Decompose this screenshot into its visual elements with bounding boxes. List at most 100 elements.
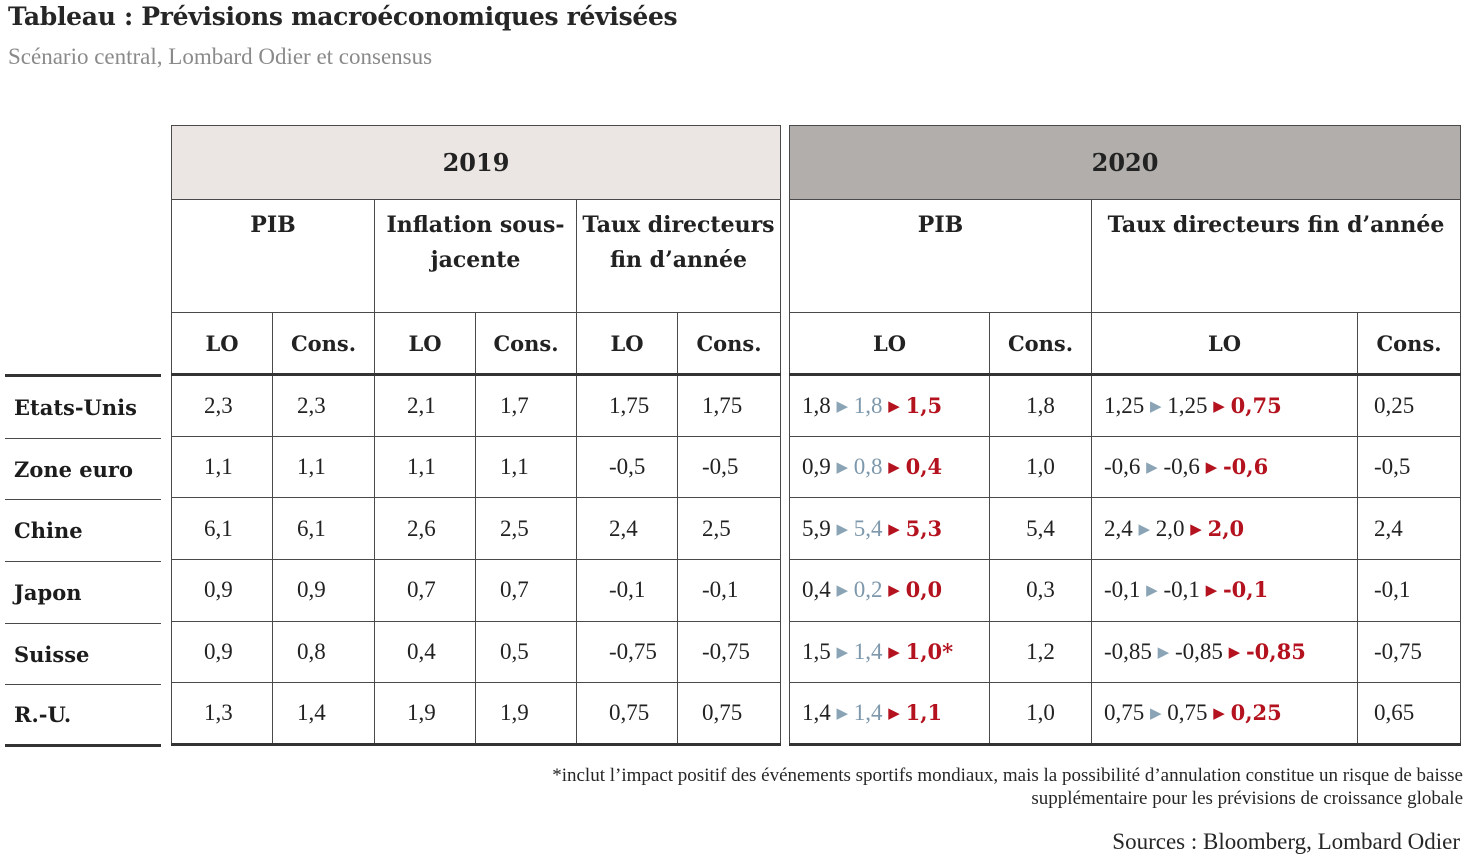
country-label: Chine (5, 500, 161, 563)
data-cell: 0,75 (676, 682, 782, 747)
table-row: 5,9 ▶ 5,4 ▶ 5,3 5,4 2,4 ▶ 2,0 ▶ 2,0 2,4 (789, 497, 1462, 561)
table-row: 1,1 1,1 1,1 1,1 -0,5 -0,5 (171, 435, 782, 499)
data-cell: 0,8 (272, 620, 375, 684)
revised-value: 1,1 (905, 700, 943, 726)
arrow-right-icon: ▶ (888, 521, 900, 538)
data-cell: 1,1 (272, 435, 375, 499)
arrow-right-icon: ▶ (888, 398, 900, 415)
data-cell: 2,5 (475, 497, 577, 561)
data-cell: 0,7 (475, 559, 577, 622)
revision-cell: -0,1 ▶ -0,1 ▶ -0,1 (1091, 559, 1358, 622)
arrow-right-icon: ▶ (1228, 645, 1241, 662)
revised-value: 0,75 (1230, 392, 1282, 418)
subheader-cons: Cons. (1356, 312, 1462, 376)
footnote: *inclut l’impact positif des événements … (363, 764, 1463, 810)
data-cell: 1,1 (374, 435, 476, 499)
initial-value: -0,1 (1104, 577, 1141, 603)
table-row: 1,3 1,4 1,9 1,9 0,75 0,75 (171, 682, 782, 747)
data-cell: 1,0 (989, 435, 1092, 499)
table-row: 0,9 ▶ 0,8 ▶ 0,4 1,0 -0,6 ▶ -0,6 ▶ -0,6 -0,5 (789, 435, 1462, 499)
intermediate-value: 5,4 (853, 515, 883, 541)
data-cell: 1,1 (475, 435, 577, 499)
revision-cell: 0,75 ▶ 0,75 ▶ 0,25 (1091, 682, 1358, 747)
data-cell: 6,1 (171, 497, 273, 561)
footnote-line: *inclut l’impact positif des événements … (552, 765, 1463, 786)
table-row: 0,4 ▶ 0,2 ▶ 0,0 0,3 -0,1 ▶ -0,1 ▶ -0,1 -0,1 (789, 559, 1462, 622)
revised-value: 1,5 (905, 392, 943, 418)
arrow-right-icon: ▶ (1157, 645, 1170, 662)
revised-value: -0,85 (1245, 639, 1306, 665)
country-label: Zone euro (5, 439, 161, 501)
arrow-right-icon: ▶ (1205, 460, 1218, 477)
data-cell: 1,75 (676, 374, 782, 437)
table-row: 0,9 0,8 0,4 0,5 -0,75 -0,75 (171, 620, 782, 684)
revision-cell: -0,6 ▶ -0,6 ▶ -0,6 (1091, 435, 1358, 499)
data-cell: -0,5 (676, 435, 782, 499)
arrow-right-icon: ▶ (888, 706, 900, 723)
data-cell: -0,75 (676, 620, 782, 684)
arrow-right-icon: ▶ (1138, 521, 1151, 538)
arrow-right-icon: ▶ (888, 645, 900, 662)
data-cell: 2,3 (272, 374, 375, 437)
revision-cell: 0,4 ▶ 0,2 ▶ 0,0 (789, 559, 990, 622)
table-row: 6,1 6,1 2,6 2,5 2,4 2,5 (171, 497, 782, 561)
revised-value: 0,0 (905, 577, 943, 603)
sources-note: Sources : Bloomberg, Lombard Odier (1112, 829, 1460, 854)
data-cell: 1,4 (272, 682, 375, 747)
arrow-right-icon: ▶ (836, 398, 849, 415)
data-cell: 1,7 (475, 374, 577, 437)
subheader-lo: LO (576, 312, 678, 376)
data-cell: 1,0 (989, 682, 1092, 747)
footnote-line: supplémentaire pour les prévisions de cr… (1031, 788, 1463, 809)
arrow-right-icon: ▶ (888, 583, 900, 600)
revised-value: 2,0 (1207, 515, 1245, 541)
data-cell: 1,1 (171, 435, 273, 499)
data-cell: -0,1 (576, 559, 678, 622)
data-cell: 1,9 (374, 682, 476, 747)
arrow-right-icon: ▶ (888, 460, 900, 477)
data-cell: 0,25 (1356, 374, 1462, 437)
data-cell: 0,65 (1356, 682, 1462, 747)
revision-cell: 0,9 ▶ 0,8 ▶ 0,4 (789, 435, 990, 499)
intermediate-value: 0,8 (853, 454, 883, 480)
subheader-cons: Cons. (475, 312, 577, 376)
table-row: 2,3 2,3 2,1 1,7 1,75 1,75 (171, 374, 782, 437)
intermediate-value: -0,6 (1163, 454, 1200, 480)
arrow-right-icon: ▶ (1150, 706, 1162, 723)
arrow-right-icon: ▶ (1213, 398, 1225, 415)
data-cell: 0,9 (171, 559, 273, 622)
intermediate-value: 0,75 (1167, 700, 1208, 726)
data-cell: 2,4 (1356, 497, 1462, 561)
data-cell: -0,1 (1356, 559, 1462, 622)
header-inflation-2019: Inflation sous-jacente (374, 199, 577, 313)
revised-value: 0,4 (905, 454, 943, 480)
initial-value: 1,4 (802, 700, 831, 726)
data-cell: 1,9 (475, 682, 577, 747)
country-column: Etats-Unis Zone euro Chine Japon Suisse … (5, 374, 161, 748)
arrow-right-icon: ▶ (836, 706, 849, 723)
intermediate-value: -0,1 (1163, 577, 1200, 603)
revision-cell: 2,4 ▶ 2,0 ▶ 2,0 (1091, 497, 1358, 561)
data-cell: 1,3 (171, 682, 273, 747)
country-label: Japon (5, 562, 161, 624)
country-label: Etats-Unis (5, 377, 161, 439)
country-label: R.-U. (5, 685, 161, 748)
initial-value: 1,25 (1104, 392, 1145, 418)
data-cell: 2,5 (676, 497, 782, 561)
revision-cell: 5,9 ▶ 5,4 ▶ 5,3 (789, 497, 990, 561)
header-taux-2019: Taux directeurs fin d’année (575, 199, 782, 313)
header-pib-2020: PIB (789, 199, 1092, 313)
arrow-right-icon: ▶ (836, 521, 849, 538)
page-subtitle: Scénario central, Lombard Odier et conse… (8, 44, 433, 69)
intermediate-value: -0,85 (1174, 639, 1223, 665)
intermediate-value: 0,2 (853, 577, 883, 603)
data-cell: 0,75 (576, 682, 678, 747)
arrow-right-icon: ▶ (1146, 460, 1158, 477)
table-row: 1,8 ▶ 1,8 ▶ 1,5 1,8 1,25 ▶ 1,25 ▶ 0,75 0,25 (789, 374, 1462, 437)
initial-value: 0,9 (802, 454, 831, 480)
data-cell: 0,4 (374, 620, 476, 684)
subheader-cons: Cons. (989, 312, 1092, 376)
revision-cell: 1,25 ▶ 1,25 ▶ 0,75 (1091, 374, 1358, 437)
arrow-right-icon: ▶ (836, 460, 849, 477)
revised-value: -0,1 (1222, 577, 1269, 603)
